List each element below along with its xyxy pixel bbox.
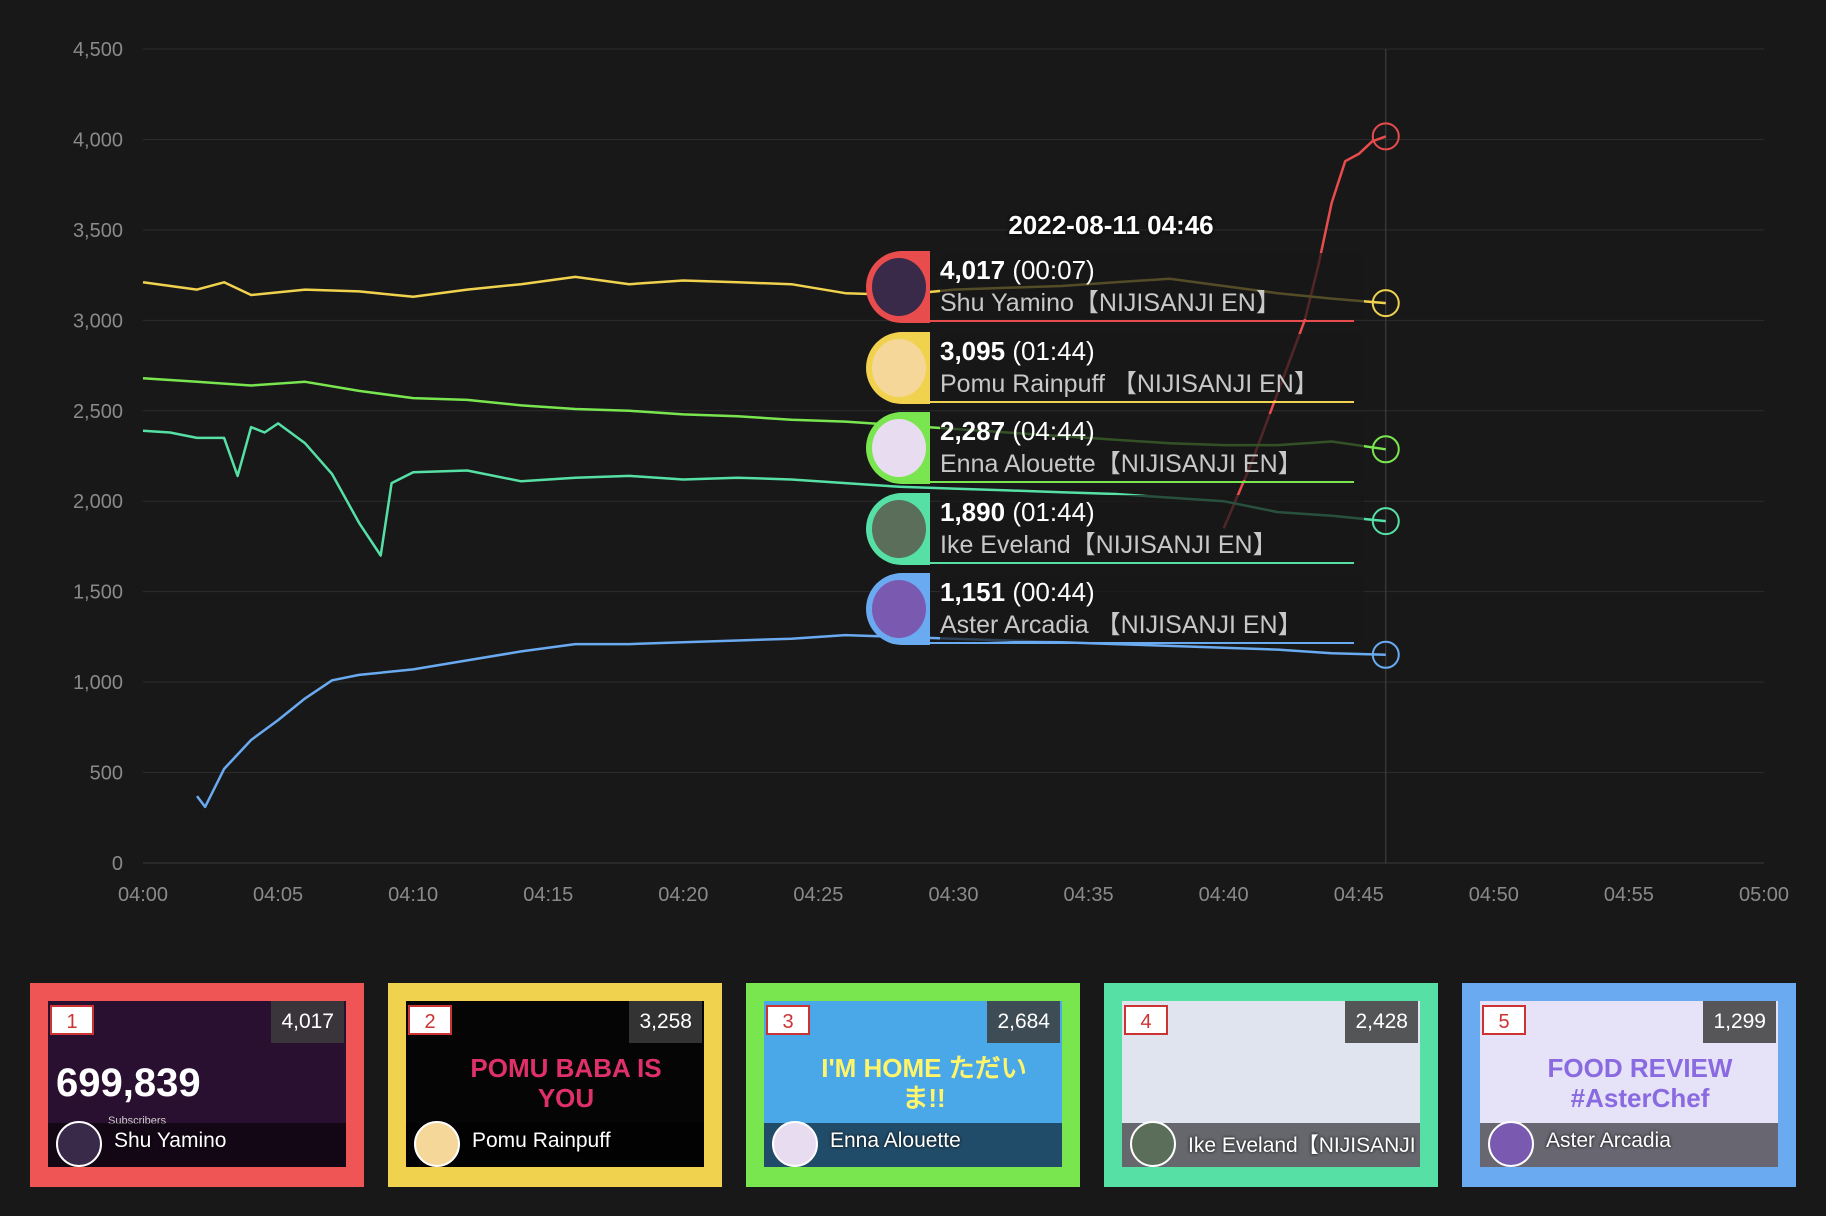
x-tick-label: 04:30 — [928, 884, 978, 906]
card-footer: Ike Eveland【NIJISANJI — [1122, 1121, 1420, 1167]
card-footer: Aster Arcadia — [1480, 1121, 1778, 1167]
stream-card[interactable]: FOOD REVIEW #AsterChef 5 1,299 Aster Arcadi… — [1462, 983, 1796, 1187]
series-end-marker — [1371, 640, 1400, 669]
x-tick-label: 04:15 — [523, 884, 573, 906]
avatar — [56, 1121, 102, 1167]
y-tick-label: 2,000 — [73, 491, 123, 513]
series-line — [142, 376, 1386, 451]
rank-badge: 3 — [766, 1005, 810, 1035]
series-end-marker — [1371, 507, 1400, 536]
avatar — [1488, 1121, 1534, 1167]
stream-card[interactable]: 1 4,017 699,839 Subscribers Shu Yamino — [30, 983, 364, 1187]
avatar — [1130, 1121, 1176, 1167]
card-thumbnail-frame: POMU BABA IS YOU 2 3,258 Pomu Rainpuff — [406, 1001, 704, 1167]
card-footer: Enna Alouette — [764, 1121, 1062, 1167]
viewer-count-badge: 3,258 — [629, 1001, 702, 1043]
y-tick-label: 0 — [112, 853, 123, 875]
x-tick-label: 04:45 — [1334, 884, 1384, 906]
series-end-marker — [1371, 122, 1400, 151]
x-tick-label: 04:20 — [658, 884, 708, 906]
channel-name: Aster Arcadia — [1546, 1129, 1671, 1152]
x-tick-label: 04:40 — [1199, 884, 1249, 906]
stream-card[interactable]: 4 2,428 Ike Eveland【NIJISANJI — [1104, 983, 1438, 1187]
viewer-count-badge: 2,684 — [987, 1001, 1060, 1043]
card-thumbnail-frame: I'M HOME ただいま!! 3 2,684 Enna Alouette — [764, 1001, 1062, 1167]
stream-cards: 1 4,017 699,839 Subscribers Shu Yamino POMU B… — [30, 983, 1796, 1187]
series-line — [142, 422, 1386, 557]
series-end-marker — [1371, 289, 1400, 318]
channel-name: Ike Eveland【NIJISANJI — [1188, 1134, 1416, 1157]
series-line — [1222, 135, 1387, 529]
y-tick-label: 3,500 — [73, 220, 123, 242]
x-tick-label: 05:00 — [1739, 884, 1789, 906]
x-tick-label: 04:25 — [793, 884, 843, 906]
rank-badge: 2 — [408, 1005, 452, 1035]
series-line — [142, 275, 1386, 305]
x-tick-label: 04:10 — [388, 884, 438, 906]
viewer-count-badge: 4,017 — [271, 1001, 344, 1043]
stream-card[interactable]: POMU BABA IS YOU 2 3,258 Pomu Rainpuff — [388, 983, 722, 1187]
y-tick-label: 500 — [90, 763, 123, 785]
y-tick-label: 2,500 — [73, 401, 123, 423]
channel-name: Shu Yamino — [114, 1129, 227, 1152]
viewer-line-chart: 0 500 1,000 1,500 2,000 2,500 3,000 3,500 4,000 4… — [73, 39, 1789, 906]
y-tick-label: 4,000 — [73, 129, 123, 151]
y-tick-label: 1,500 — [73, 582, 123, 604]
rank-badge: 1 — [50, 1005, 94, 1035]
avatar — [414, 1121, 460, 1167]
stream-card[interactable]: I'M HOME ただいま!! 3 2,684 Enna Alouette — [746, 983, 1080, 1187]
y-tick-label: 3,000 — [73, 310, 123, 332]
channel-name: Enna Alouette — [830, 1129, 961, 1152]
viewer-count-badge: 2,428 — [1345, 1001, 1418, 1043]
viewer-count-badge: 1,299 — [1703, 1001, 1776, 1043]
thumbnail-caption: I'M HOME ただいま!! — [821, 1053, 1027, 1113]
x-tick-label: 04:00 — [118, 884, 168, 906]
x-tick-label: 04:35 — [1064, 884, 1114, 906]
thumbnail-caption: FOOD REVIEW #AsterChef — [1547, 1053, 1733, 1113]
x-tick-label: 04:50 — [1469, 884, 1519, 906]
subscriber-count: 699,839 — [56, 1061, 201, 1105]
series-line — [196, 633, 1386, 809]
x-tick-label: 04:05 — [253, 884, 303, 906]
rank-badge: 4 — [1124, 1005, 1168, 1035]
y-tick-label: 1,000 — [73, 672, 123, 694]
series-end-marker — [1371, 435, 1400, 464]
card-thumbnail-frame: 4 2,428 Ike Eveland【NIJISANJI — [1122, 1001, 1420, 1167]
card-thumbnail-frame: FOOD REVIEW #AsterChef 5 1,299 Aster Arcadi… — [1480, 1001, 1778, 1167]
y-tick-label: 4,500 — [73, 39, 123, 61]
card-thumbnail-frame: 1 4,017 699,839 Subscribers Shu Yamino — [48, 1001, 346, 1167]
thumbnail-caption: POMU BABA IS YOU — [470, 1053, 662, 1113]
card-footer: Pomu Rainpuff — [406, 1121, 704, 1167]
avatar — [772, 1121, 818, 1167]
channel-name: Pomu Rainpuff — [472, 1129, 611, 1152]
card-footer: Shu Yamino — [48, 1121, 346, 1167]
x-tick-label: 04:55 — [1604, 884, 1654, 906]
rank-badge: 5 — [1482, 1005, 1526, 1035]
